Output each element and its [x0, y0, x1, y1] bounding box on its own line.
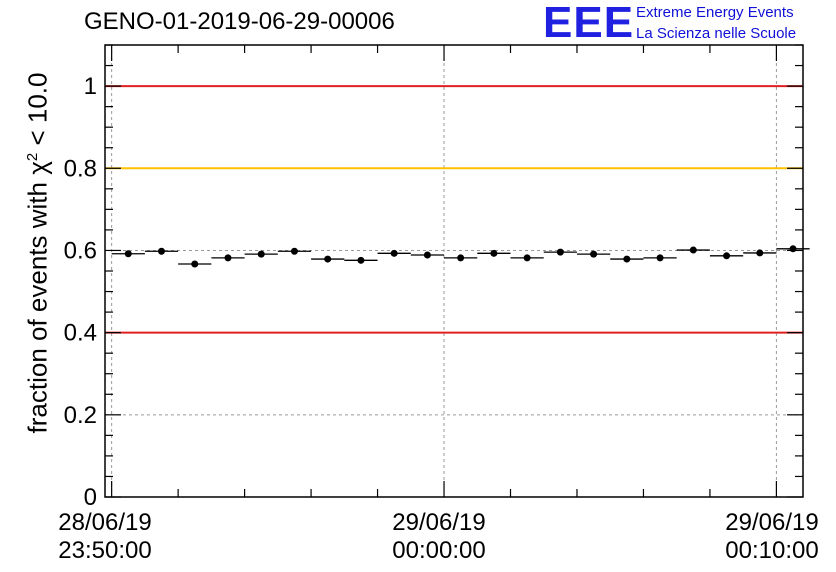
data-point-20	[789, 245, 797, 253]
data-point-6	[324, 255, 332, 263]
data-point-12	[523, 254, 531, 262]
y-axis-label-suffix: < 10.0	[22, 72, 53, 153]
data-point-1	[158, 247, 166, 255]
x-tick-time-1: 00:00:00	[392, 537, 486, 564]
data-point-15	[623, 255, 631, 263]
x-tick-label-1: 29/06/19 00:00:00	[369, 509, 509, 565]
logo-text-line2: La Scienza nelle Scuole	[636, 25, 797, 42]
plot-frame	[104, 44, 804, 498]
y-axis-label-chi: χ	[22, 161, 53, 175]
y-tick-label-2: 0.4	[64, 320, 97, 347]
data-point-8	[390, 249, 398, 257]
y-tick-label-0: 0	[84, 484, 97, 511]
data-point-2	[191, 260, 199, 268]
x-tick-date-2: 29/06/19	[725, 509, 819, 536]
data-point-14	[590, 250, 598, 258]
data-point-5	[290, 247, 298, 255]
data-point-3	[224, 254, 232, 262]
y-tick-label-4: 0.8	[64, 155, 97, 182]
data-point-19	[756, 249, 764, 257]
x-tick-date-1: 29/06/19	[392, 509, 486, 536]
y-axis-label-prefix: fraction of events with	[22, 174, 53, 434]
x-tick-time-2: 00:10:00	[725, 537, 819, 564]
data-point-7	[357, 256, 365, 264]
data-point-10	[457, 254, 465, 262]
data-point-13	[556, 248, 564, 256]
y-tick-label-5: 1	[84, 73, 97, 100]
eee-logo: EEE	[543, 0, 635, 47]
data-point-9	[423, 251, 431, 259]
x-tick-time-0: 23:50:00	[58, 537, 152, 564]
x-tick-label-2: 29/06/19 00:10:00	[702, 509, 836, 565]
data-point-0	[124, 250, 132, 258]
data-point-4	[257, 250, 265, 258]
chart-title: GENO-01-2019-06-29-00006	[84, 8, 395, 35]
y-axis-label-sup: 2	[23, 152, 41, 162]
y-tick-label-1: 0.2	[64, 402, 97, 429]
x-tick-label-0: 28/06/19 23:50:00	[35, 509, 175, 565]
x-tick-date-0: 28/06/19	[58, 509, 152, 536]
y-axis-label: fraction of events with χ2 < 10.0	[23, 73, 54, 434]
data-point-11	[490, 249, 498, 257]
data-point-17	[689, 246, 697, 254]
y-tick-label-3: 0.6	[64, 237, 97, 264]
data-point-16	[656, 254, 664, 262]
logo-text-line1: Extreme Energy Events	[636, 4, 794, 21]
data-point-18	[723, 252, 731, 260]
